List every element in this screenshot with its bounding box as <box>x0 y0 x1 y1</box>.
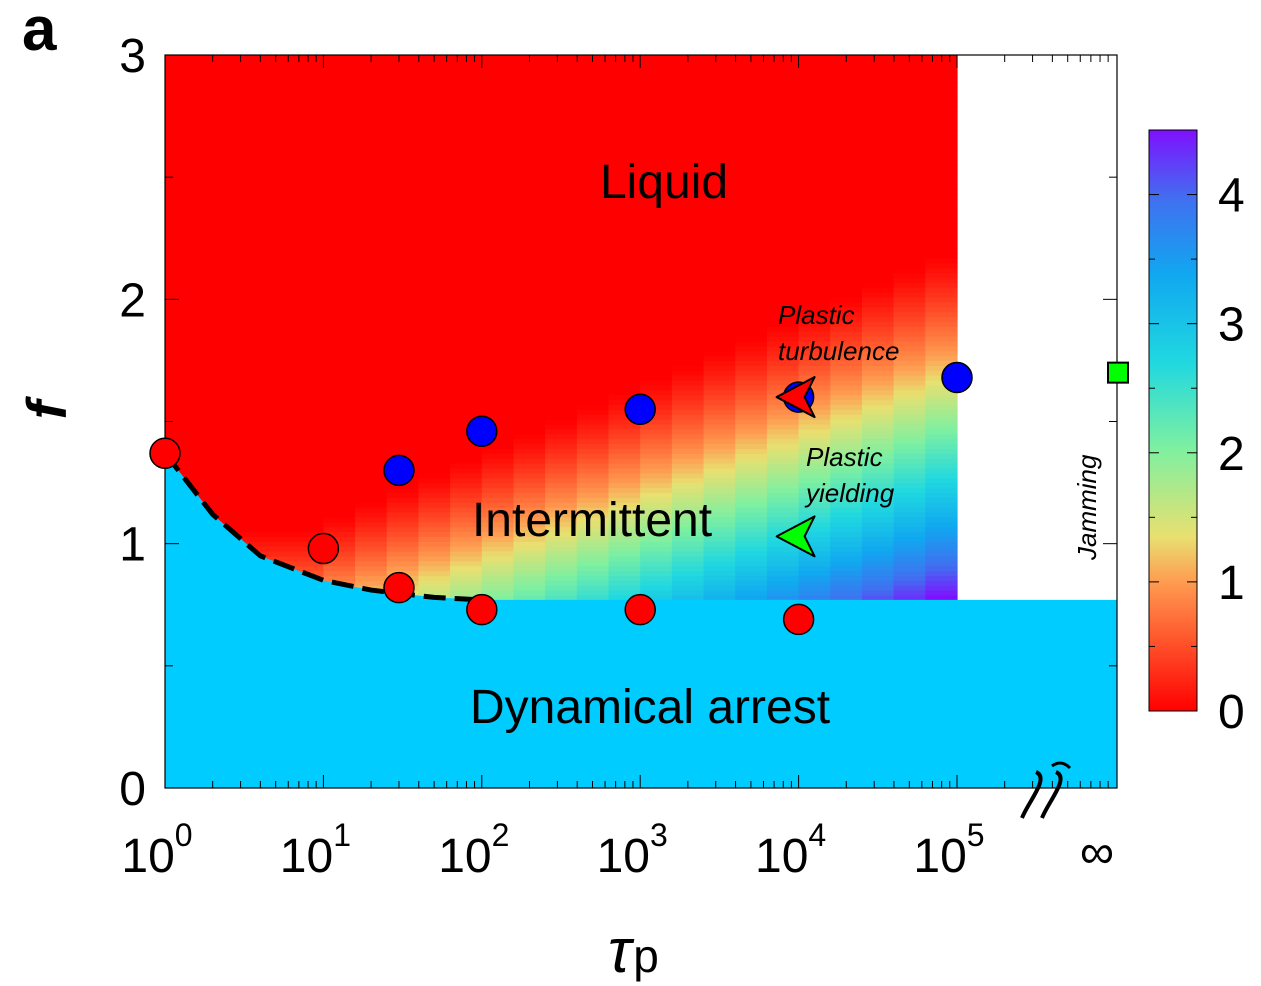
y-tick-label: 3 <box>119 30 146 83</box>
data-point <box>149 437 181 470</box>
region-label-arrest: Dynamical arrest <box>470 681 830 734</box>
colorbar-tick-label: 2 <box>1218 428 1245 481</box>
anno-plastic-turbulence-2: turbulence <box>778 336 899 366</box>
data-point <box>624 393 656 426</box>
data-point <box>941 361 973 394</box>
colorbar-tick-label: 1 <box>1218 557 1245 610</box>
x-tick-label: 100 <box>121 817 192 883</box>
x-tick-infinity: ∞ <box>1080 826 1114 879</box>
data-point <box>624 593 656 626</box>
data-markers <box>149 361 1129 636</box>
x-tick-label: 103 <box>597 817 668 883</box>
triangle-marker <box>775 515 816 558</box>
heatmap-layer <box>165 55 958 601</box>
x-tick-label: 102 <box>438 817 509 883</box>
colorbar <box>1148 129 1198 712</box>
y-tick-labels: 0 1 2 3 <box>119 30 146 816</box>
x-tick-labels: 100 101 102 103 104 105 <box>121 817 984 883</box>
x-tick-label: 104 <box>755 817 826 883</box>
x-axis-title: τp <box>608 917 659 986</box>
data-point <box>307 532 340 565</box>
axis-ticks <box>164 54 1117 789</box>
colorbar-tick-label: 0 <box>1218 686 1245 739</box>
data-point <box>782 603 815 636</box>
panel-label: a <box>22 0 57 64</box>
y-tick-label: 0 <box>119 763 146 816</box>
square-marker <box>1107 361 1129 384</box>
region-label-intermittent: Intermittent <box>472 494 712 547</box>
anno-plastic-yielding-2: yielding <box>804 478 895 508</box>
region-label-liquid: Liquid <box>600 156 728 209</box>
axis-break-icon <box>1020 761 1072 819</box>
anno-plastic-yielding-1: Plastic <box>806 442 883 472</box>
y-tick-label: 2 <box>119 274 146 327</box>
x-tick-label: 101 <box>280 817 351 883</box>
boundary-curve <box>165 451 482 603</box>
data-point <box>383 571 415 604</box>
data-point <box>466 415 498 448</box>
colorbar-tick-label: 3 <box>1218 299 1245 352</box>
triangle-marker <box>775 376 816 419</box>
data-point <box>383 454 415 487</box>
colorbar-ticks: 0 1 2 3 4 <box>1149 170 1245 739</box>
colorbar-tick-label: 4 <box>1218 170 1245 223</box>
y-tick-label: 1 <box>119 519 146 572</box>
x-tick-label: 105 <box>913 817 984 883</box>
data-point <box>466 593 498 626</box>
anno-jamming: Jamming <box>1072 454 1102 561</box>
y-axis-title: f <box>15 395 78 419</box>
anno-plastic-turbulence-1: Plastic <box>778 300 855 330</box>
